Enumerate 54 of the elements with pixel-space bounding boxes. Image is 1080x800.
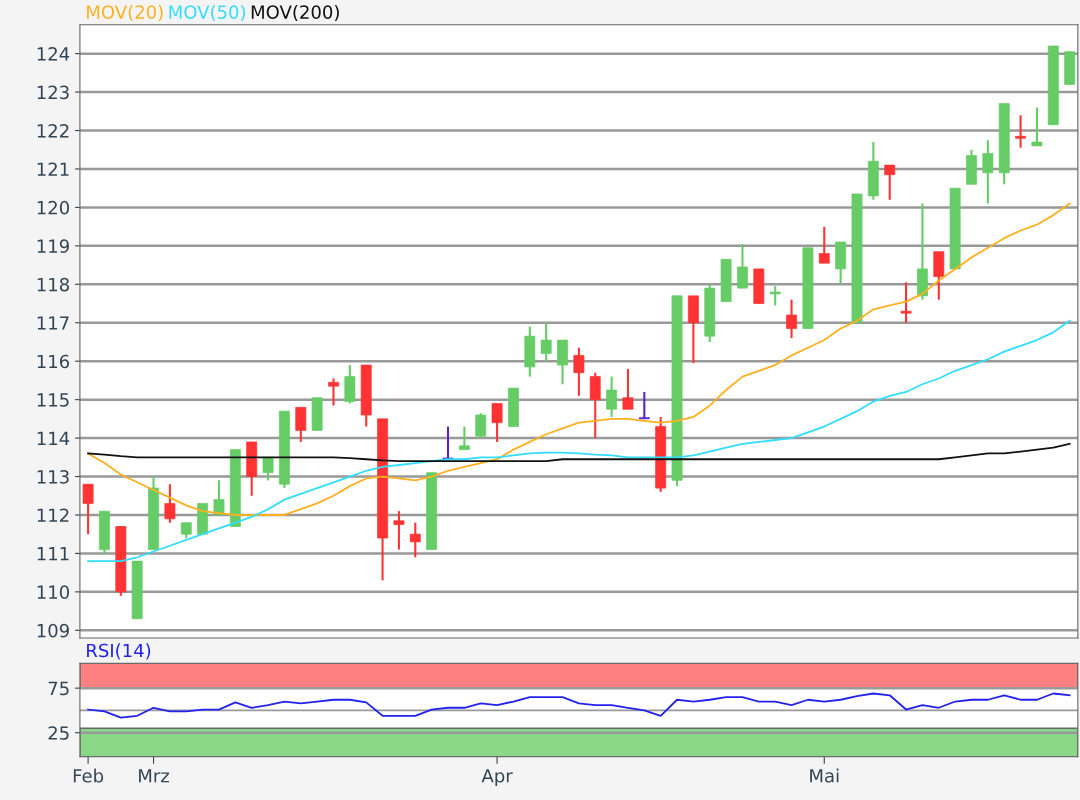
text: MOV(50) xyxy=(169,4,246,22)
candlestick xyxy=(769,285,781,307)
x-tick-label: Feb xyxy=(73,768,104,783)
y-tick-label: 110 xyxy=(37,585,69,599)
y-tick-label: 115 xyxy=(37,393,69,407)
candlestick xyxy=(475,412,487,440)
candlestick xyxy=(884,164,896,201)
y-tick-label: 120 xyxy=(37,200,69,215)
candlestick xyxy=(1015,114,1026,149)
candlestick xyxy=(164,483,176,524)
y-tick-label: 117 xyxy=(37,316,69,330)
text: MOV(20) xyxy=(87,4,163,22)
y-tick-label: 25 xyxy=(48,726,69,740)
y-tick-label: 75 xyxy=(48,681,69,696)
y-tick-label: 113 xyxy=(37,469,69,484)
candlestick xyxy=(818,225,830,265)
y-tick-label: 114 xyxy=(37,431,70,445)
candlestick xyxy=(213,479,225,517)
candlestick xyxy=(638,390,650,420)
y-tick-label: 123 xyxy=(37,85,69,100)
y-tick-label: 112 xyxy=(37,508,69,522)
y-tick-label: 119 xyxy=(37,239,69,253)
candlestick xyxy=(786,298,797,340)
text: MOV(200) xyxy=(251,4,339,22)
x-tick-label: Mrz xyxy=(139,769,169,783)
x-tick-label: Apr xyxy=(481,769,513,787)
y-tick-label: 124 xyxy=(37,47,70,61)
x-tick-label: Mai xyxy=(810,768,839,783)
candlestick xyxy=(573,346,585,397)
line-series xyxy=(87,202,1071,516)
candlestick xyxy=(606,375,618,418)
y-tick-label: 109 xyxy=(37,623,69,638)
line-series xyxy=(87,319,1071,563)
candlestick xyxy=(458,425,470,451)
line-series xyxy=(87,692,1071,719)
candlestick xyxy=(1031,106,1043,147)
candlestick xyxy=(737,242,748,290)
candlestick xyxy=(589,371,601,440)
candlestick xyxy=(409,521,421,559)
y-tick-label: 122 xyxy=(37,123,69,138)
candlestick xyxy=(982,139,994,205)
candlestick xyxy=(328,377,339,407)
candlestick xyxy=(622,367,634,411)
y-tick-label: 121 xyxy=(37,162,69,176)
y-tick-label: 116 xyxy=(37,354,70,369)
y-tick-label: 111 xyxy=(37,547,69,561)
candlestick xyxy=(393,510,405,551)
candlestick xyxy=(295,406,307,443)
candlestick xyxy=(900,281,912,324)
y-tick-label: 118 xyxy=(37,277,69,292)
candlestick xyxy=(82,483,94,536)
candlestick xyxy=(540,321,552,363)
text: RSI(14) xyxy=(87,643,151,660)
candlestick xyxy=(491,402,503,443)
